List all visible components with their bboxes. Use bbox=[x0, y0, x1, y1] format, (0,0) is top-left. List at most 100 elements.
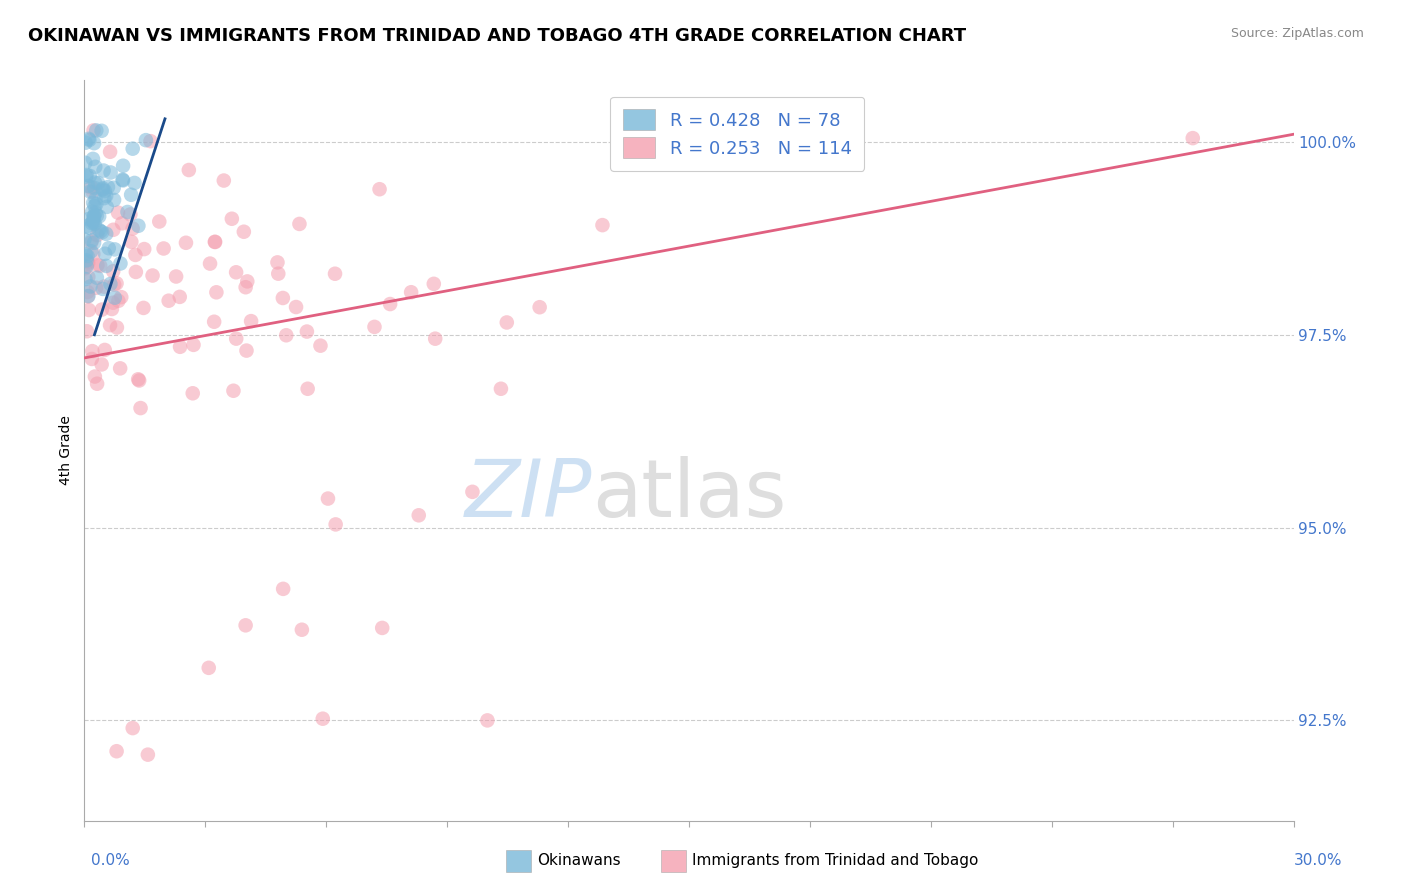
Point bbox=[111, 216, 134, 230]
Point bbox=[90, 224, 112, 238]
Point bbox=[183, 338, 205, 352]
Point bbox=[235, 280, 257, 294]
Point bbox=[221, 211, 243, 226]
Point bbox=[169, 290, 191, 304]
Point bbox=[316, 491, 339, 506]
Point bbox=[84, 205, 107, 219]
Point bbox=[96, 227, 118, 241]
Point bbox=[271, 291, 294, 305]
Point bbox=[105, 277, 128, 291]
Point bbox=[232, 225, 254, 239]
Point bbox=[297, 382, 319, 396]
Point bbox=[98, 318, 121, 333]
Point bbox=[101, 301, 124, 316]
Point bbox=[105, 320, 128, 334]
Point bbox=[80, 216, 103, 230]
Point bbox=[77, 179, 100, 194]
Point bbox=[529, 300, 551, 314]
Point bbox=[152, 242, 174, 256]
Point bbox=[82, 215, 104, 229]
Point bbox=[368, 182, 391, 196]
Point bbox=[325, 517, 347, 532]
Point bbox=[76, 324, 98, 338]
Point bbox=[110, 256, 132, 270]
Point bbox=[121, 721, 143, 735]
Point bbox=[84, 192, 107, 206]
Point bbox=[235, 343, 257, 358]
Point bbox=[128, 374, 150, 388]
Point bbox=[267, 267, 290, 281]
Point bbox=[148, 214, 170, 228]
Point bbox=[103, 264, 125, 278]
Point bbox=[86, 228, 108, 243]
Point bbox=[75, 272, 97, 286]
Point bbox=[76, 260, 98, 274]
Point bbox=[82, 185, 104, 199]
Point bbox=[77, 302, 100, 317]
Point bbox=[111, 172, 134, 186]
Point bbox=[288, 217, 311, 231]
Point bbox=[76, 219, 98, 234]
Point bbox=[76, 253, 98, 268]
Point bbox=[105, 744, 128, 758]
Point bbox=[124, 176, 146, 190]
Point bbox=[266, 255, 288, 269]
Point bbox=[205, 285, 228, 300]
Point bbox=[139, 134, 162, 148]
Point bbox=[79, 133, 101, 147]
Point bbox=[107, 293, 129, 308]
Point bbox=[121, 221, 143, 235]
Point bbox=[93, 191, 115, 205]
Point bbox=[276, 328, 298, 343]
Point bbox=[135, 133, 157, 147]
Point bbox=[134, 242, 156, 256]
Point bbox=[89, 259, 111, 273]
Text: 0.0%: 0.0% bbox=[91, 854, 131, 868]
Point bbox=[97, 180, 120, 194]
Point bbox=[378, 297, 401, 311]
Legend: R = 0.428   N = 78, R = 0.253   N = 114: R = 0.428 N = 78, R = 0.253 N = 114 bbox=[610, 96, 865, 171]
Point bbox=[271, 582, 294, 596]
Point bbox=[235, 618, 257, 632]
Point bbox=[309, 339, 332, 353]
Point bbox=[75, 247, 97, 261]
Text: Okinawans: Okinawans bbox=[537, 854, 620, 868]
Point bbox=[98, 145, 121, 159]
Point bbox=[83, 123, 105, 137]
Point bbox=[84, 197, 107, 211]
Point bbox=[295, 325, 318, 339]
Point bbox=[129, 401, 152, 415]
Point bbox=[591, 218, 613, 232]
Point bbox=[80, 351, 103, 366]
Point bbox=[103, 277, 125, 292]
Point bbox=[75, 155, 97, 169]
Point bbox=[76, 254, 98, 268]
Point bbox=[112, 173, 135, 187]
Point bbox=[79, 169, 101, 183]
Point bbox=[80, 205, 103, 219]
Point bbox=[127, 219, 149, 233]
Point bbox=[136, 747, 159, 762]
Point bbox=[90, 358, 112, 372]
Point bbox=[82, 152, 104, 166]
Point bbox=[461, 484, 484, 499]
Point bbox=[157, 293, 180, 308]
Point bbox=[77, 269, 100, 284]
Point bbox=[84, 176, 107, 190]
Point bbox=[83, 136, 105, 150]
Point bbox=[477, 714, 499, 728]
Point bbox=[80, 244, 103, 259]
Point bbox=[425, 332, 447, 346]
Text: Source: ZipAtlas.com: Source: ZipAtlas.com bbox=[1230, 27, 1364, 40]
Point bbox=[86, 258, 108, 272]
Point bbox=[285, 300, 308, 314]
Point bbox=[103, 223, 125, 237]
Point bbox=[100, 165, 122, 179]
Point bbox=[90, 302, 112, 317]
Point bbox=[110, 290, 132, 304]
Point bbox=[108, 361, 131, 376]
Point bbox=[96, 200, 118, 214]
Point bbox=[82, 344, 104, 359]
Point bbox=[84, 123, 107, 137]
Point bbox=[423, 277, 446, 291]
